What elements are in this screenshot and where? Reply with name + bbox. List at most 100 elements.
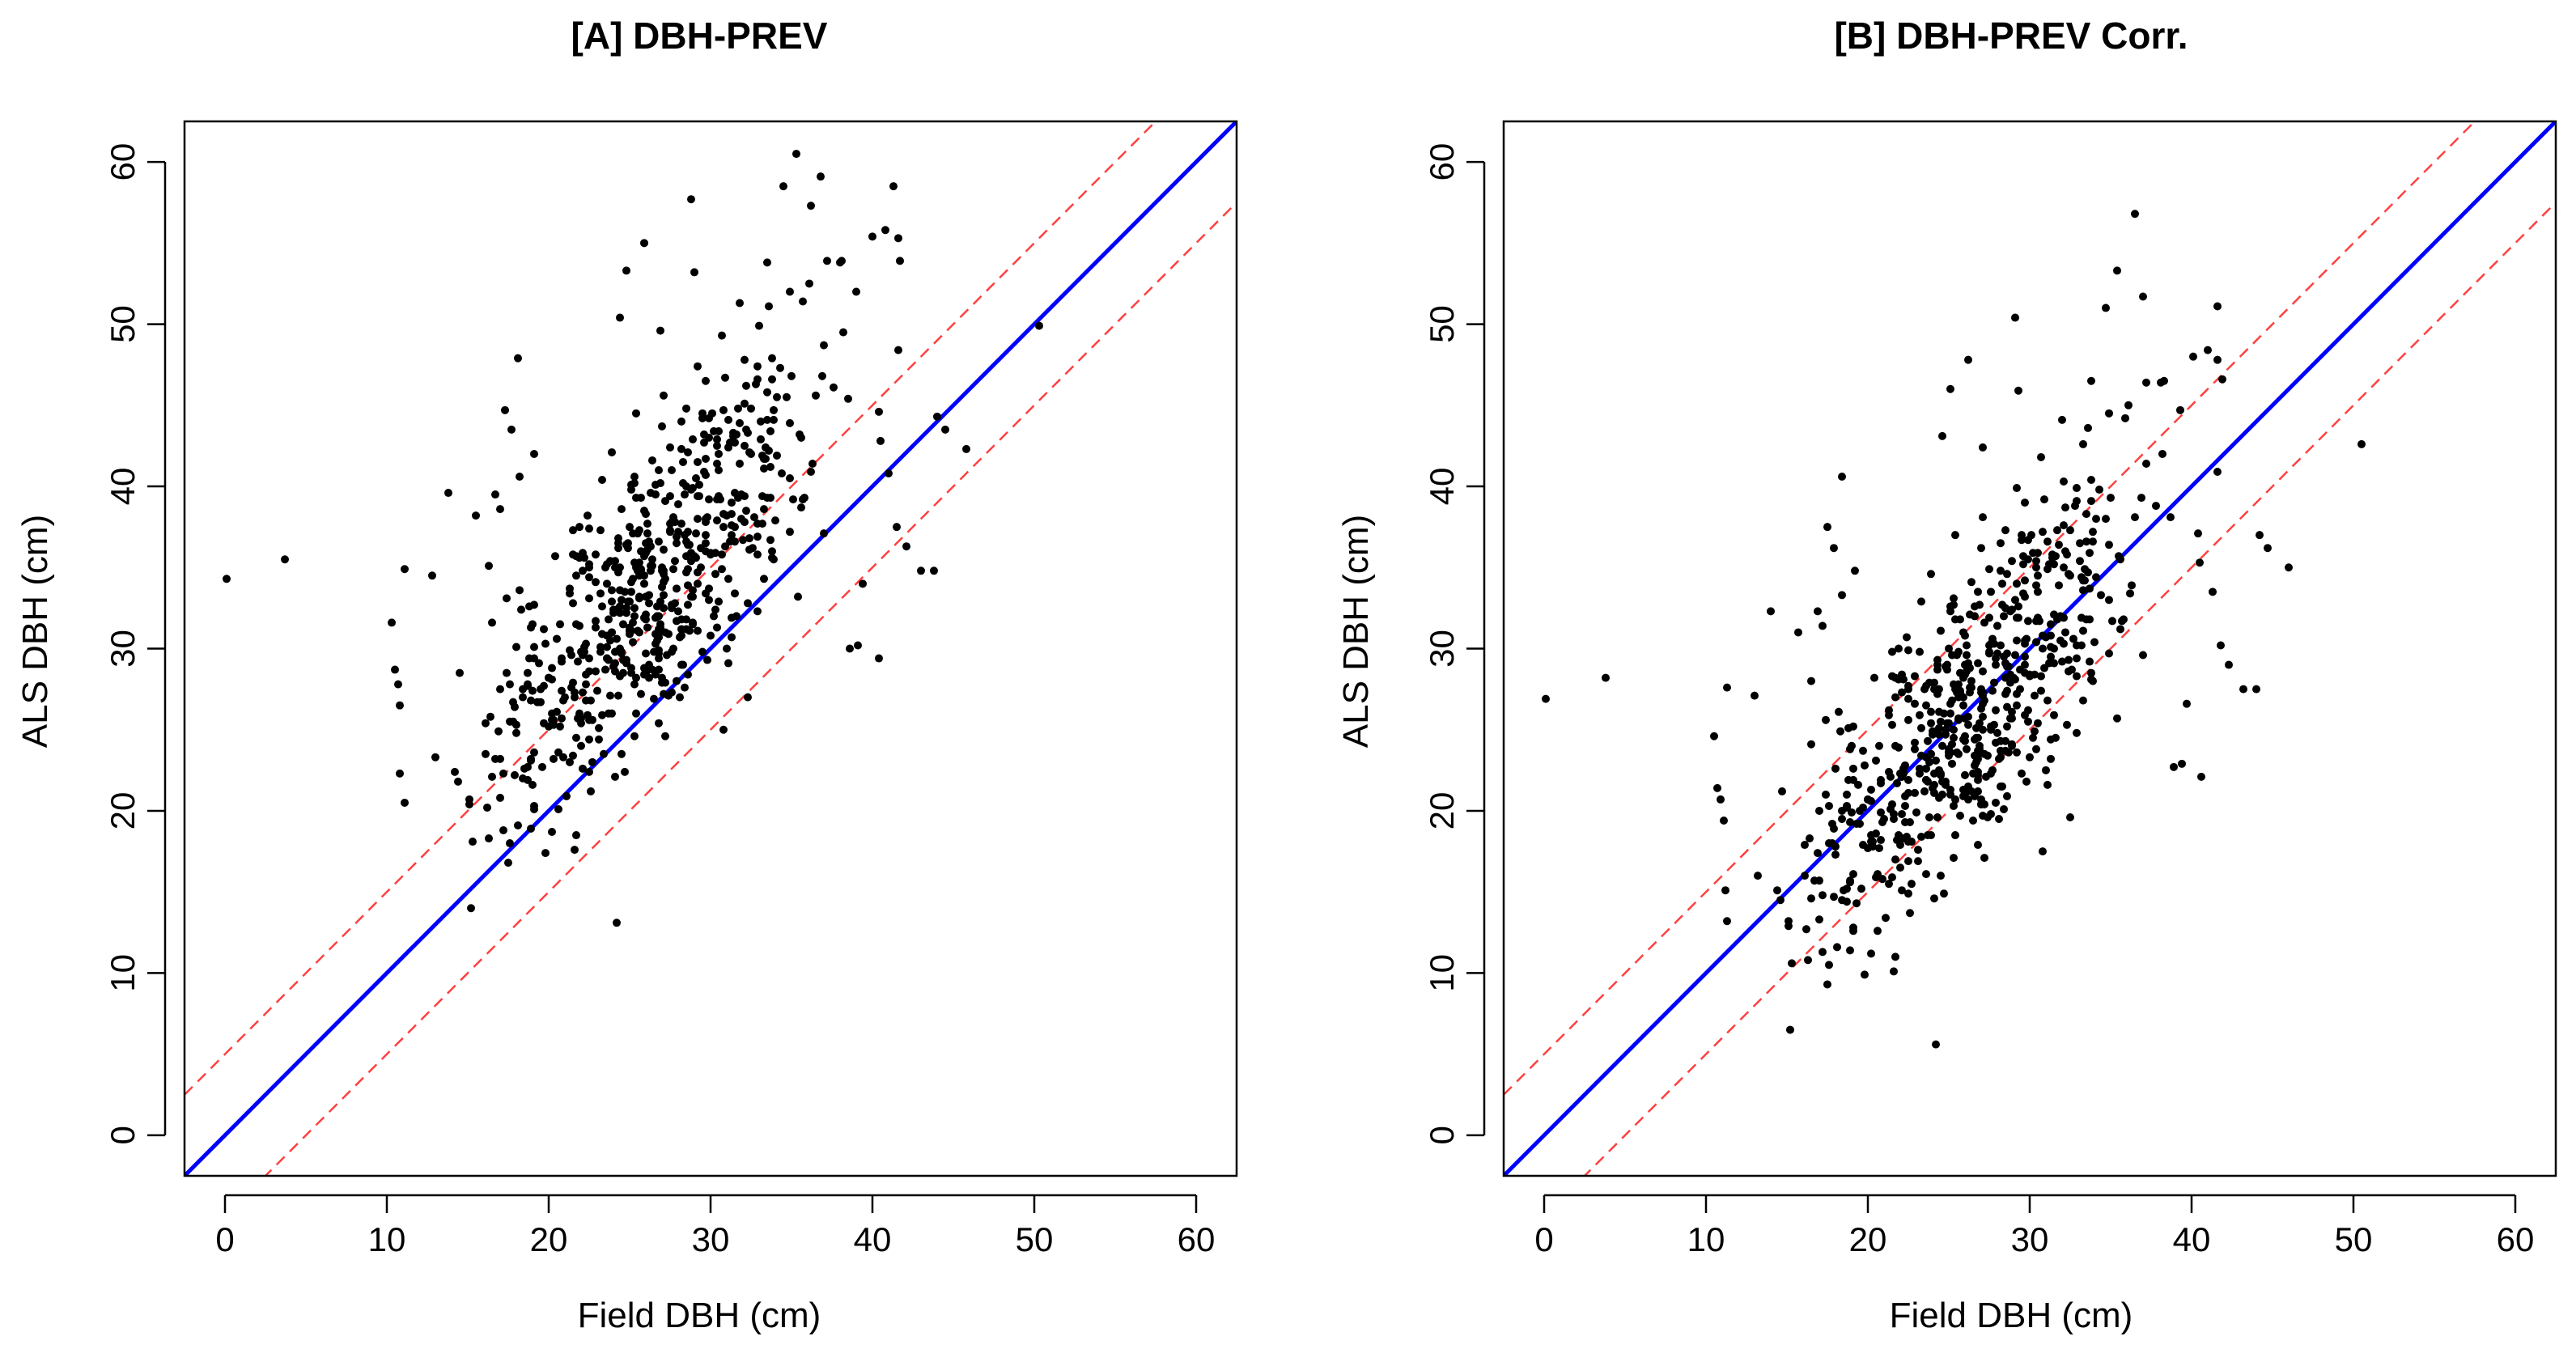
panel-a-data-point xyxy=(700,430,708,439)
panel-b-x-axis-label: Field DBH (cm) xyxy=(1890,1296,2133,1335)
panel-b-data-point xyxy=(2042,766,2050,774)
panel-a-data-point xyxy=(684,448,692,456)
panel-a-data-point xyxy=(656,326,664,335)
panel-b-data-point xyxy=(2264,544,2272,553)
panel-b-data-point xyxy=(1872,756,1880,765)
panel-b-data-point xyxy=(2095,486,2103,494)
panel-b-data-point xyxy=(2189,352,2197,361)
panel-a-data-point xyxy=(713,435,721,443)
panel-b-data-point xyxy=(2001,526,2009,535)
panel-a-data-point xyxy=(614,534,622,543)
panel-b-data-point xyxy=(2166,513,2175,522)
panel-b-data-point xyxy=(2092,573,2100,582)
panel-b-data-point xyxy=(1825,801,1833,810)
panel-b-data-point xyxy=(1838,591,1846,600)
panel-a-data-point xyxy=(509,717,517,726)
panel-a-data-point xyxy=(674,607,682,616)
panel-b-data-point xyxy=(2066,526,2074,535)
panel-a-data-point xyxy=(482,719,490,728)
panel-a-data-point xyxy=(616,644,624,653)
panel-b-data-point xyxy=(2042,633,2050,642)
panel-b-data-point xyxy=(1997,736,2005,745)
panel-b-data-point xyxy=(1823,523,1831,532)
panel-a-y-tick-label: 60 xyxy=(104,143,142,181)
panel-b-data-point xyxy=(2058,415,2066,424)
panel-b-data-point xyxy=(2087,668,2095,677)
panel-a-data-point xyxy=(617,505,626,514)
panel-b-data-point xyxy=(1932,1040,1940,1049)
panel-b-data-point xyxy=(1985,641,1993,650)
panel-a-data-point xyxy=(613,918,621,927)
panel-a-data-point xyxy=(454,777,462,786)
panel-b-data-point xyxy=(1721,886,1729,895)
panel-a-data-point xyxy=(469,838,477,846)
panel-a-data-point xyxy=(514,354,522,363)
panel-b-data-point xyxy=(1979,513,1987,522)
panel-b-data-point xyxy=(1979,667,1987,676)
panel-b-data-point xyxy=(1945,644,1953,653)
panel-b-data-point xyxy=(1979,712,1987,721)
panel-b-data-point xyxy=(2217,641,2225,650)
panel-b-data-point xyxy=(1961,736,1969,745)
panel-a-data-point xyxy=(753,550,762,559)
panel-b-data-point xyxy=(2021,636,2029,645)
panel-a-data-point xyxy=(724,659,732,668)
panel-b-data-point xyxy=(2090,638,2099,647)
panel-a-data-point xyxy=(507,425,516,434)
panel-a-data-point xyxy=(530,654,538,663)
panel-a-data-point xyxy=(673,532,681,541)
panel-b-data-point xyxy=(2027,531,2035,540)
panel-b-data-point xyxy=(2022,777,2031,786)
panel-a-data-point xyxy=(718,331,726,340)
panel-a-data-point xyxy=(839,328,847,337)
panel-b-data-point xyxy=(1885,767,1893,776)
panel-a-data-point xyxy=(632,673,640,682)
panel-b-data-point xyxy=(1904,681,1912,690)
panel-b-data-point xyxy=(2068,665,2076,674)
panel-b-data-point xyxy=(2087,476,2095,485)
panel-a-data-point xyxy=(558,686,566,695)
panel-b-data-point xyxy=(2060,521,2068,530)
panel-b-data-point xyxy=(2060,477,2068,486)
panel-b-data-point xyxy=(2019,589,2027,598)
panel-a-data-point xyxy=(690,268,698,277)
panel-a-data-point xyxy=(566,589,574,598)
panel-b-data-point xyxy=(1998,579,2006,588)
panel-a-data-point xyxy=(511,770,519,779)
panel-a-data-point xyxy=(719,725,728,734)
panel-b-data-point xyxy=(1987,722,1995,731)
panel-a-data-point xyxy=(962,444,970,453)
panel-a-data-point xyxy=(796,430,804,439)
panel-b-data-point xyxy=(1929,783,1937,792)
panel-b-y-tick-label: 30 xyxy=(1423,630,1461,668)
panel-b-data-point xyxy=(1849,764,1857,773)
panel-a-data-point xyxy=(731,438,739,447)
panel-a-data-point xyxy=(742,381,750,390)
panel-a-data-point xyxy=(660,591,668,600)
panel-b-data-point xyxy=(1869,842,1877,851)
panel-a-data-point xyxy=(902,542,910,551)
panel-b-data-point xyxy=(1843,803,1851,812)
panel-b-data-point xyxy=(2037,686,2045,695)
panel-a-data-point xyxy=(673,584,681,593)
panel-a-data-point xyxy=(643,623,651,632)
panel-a-data-point xyxy=(483,803,491,812)
panel-a-data-point xyxy=(677,444,685,453)
panel-a-data-point xyxy=(595,735,603,744)
panel-a-plot-frame xyxy=(183,120,1238,1177)
panel-b-data-point xyxy=(2285,563,2293,572)
panel-a-y-tick-label: 20 xyxy=(104,792,142,830)
panel-a-data-point xyxy=(682,625,690,634)
panel-b-data-point xyxy=(1885,880,1893,889)
panel-b-data-point xyxy=(1807,894,1815,903)
panel-a-data-point xyxy=(648,562,656,571)
panel-a-data-point xyxy=(556,620,564,629)
panel-a-data-point xyxy=(622,266,630,275)
panel-b-data-point xyxy=(1830,893,1838,901)
panel-a-data-point xyxy=(538,762,546,771)
panel-b-data-point xyxy=(1916,711,1924,719)
panel-b-data-point xyxy=(1877,836,1885,845)
panel-b-data-point xyxy=(2073,484,2081,493)
panel-a-data-point xyxy=(715,465,723,474)
panel-b-data-point xyxy=(1904,889,1912,898)
